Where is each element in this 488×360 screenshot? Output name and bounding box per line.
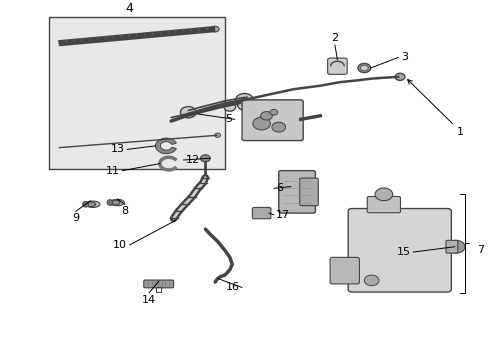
Circle shape [211,26,219,32]
Circle shape [252,117,270,130]
Bar [49,17,224,169]
Wedge shape [155,138,176,154]
FancyBboxPatch shape [327,58,346,75]
Circle shape [224,103,235,111]
Text: 14: 14 [142,294,156,305]
Circle shape [447,240,464,253]
FancyBboxPatch shape [252,207,270,219]
Text: 11: 11 [105,166,120,176]
FancyBboxPatch shape [242,100,303,140]
FancyBboxPatch shape [347,208,450,292]
Circle shape [364,275,378,286]
Circle shape [269,109,277,115]
Text: 6: 6 [276,183,283,193]
Text: 15: 15 [396,247,410,257]
Ellipse shape [82,202,88,207]
Circle shape [214,133,220,138]
Ellipse shape [110,200,120,205]
Ellipse shape [110,199,124,206]
Text: 9: 9 [72,213,79,223]
Ellipse shape [107,200,113,205]
Text: 10: 10 [113,240,127,250]
Text: 13: 13 [110,144,124,154]
FancyBboxPatch shape [329,257,359,284]
Circle shape [235,94,253,106]
Circle shape [271,122,285,132]
Text: 7: 7 [476,245,483,255]
Text: 1: 1 [407,80,463,137]
Text: 12: 12 [185,155,200,165]
Text: 2: 2 [331,33,338,43]
FancyBboxPatch shape [143,280,173,288]
Circle shape [357,63,370,73]
Text: 5: 5 [225,114,232,124]
Text: 16: 16 [225,283,239,292]
Circle shape [394,73,404,80]
Circle shape [237,100,251,110]
FancyBboxPatch shape [366,197,400,213]
Circle shape [180,107,196,118]
FancyBboxPatch shape [299,178,318,206]
Text: 8: 8 [121,206,128,216]
Ellipse shape [85,202,95,207]
FancyBboxPatch shape [278,171,315,213]
Text: 17: 17 [276,210,290,220]
Ellipse shape [86,201,100,207]
Circle shape [200,155,210,162]
Circle shape [374,188,392,201]
Text: 4: 4 [125,2,133,15]
FancyBboxPatch shape [445,240,457,253]
Circle shape [260,112,272,120]
Circle shape [360,65,367,71]
Text: 3: 3 [400,53,407,62]
